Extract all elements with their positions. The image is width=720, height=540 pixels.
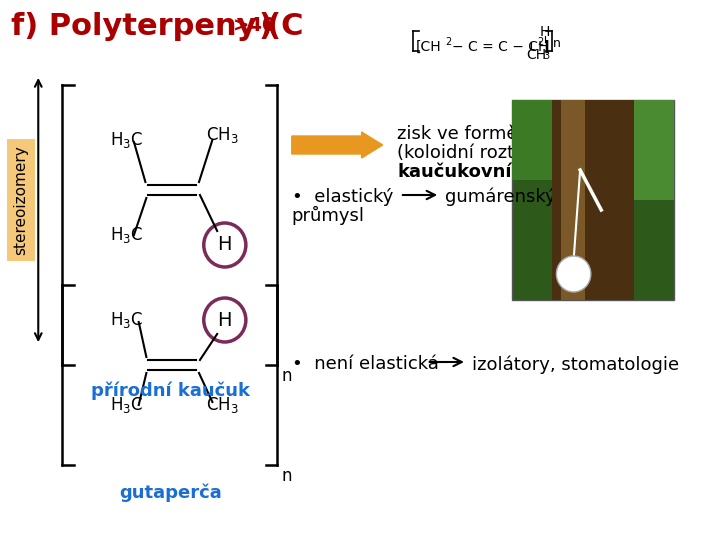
Text: •  není elastická: • není elastická (292, 355, 438, 373)
Text: přírodní kaučuk: přírodní kaučuk (91, 382, 250, 401)
Text: − C = C − CH: − C = C − CH (451, 40, 548, 54)
Text: stereoizomery: stereoizomery (14, 145, 29, 255)
Text: n: n (282, 367, 292, 385)
Text: $\mathsf{CH_3}$: $\mathsf{CH_3}$ (206, 395, 238, 415)
Text: f) Polyterpeny (C: f) Polyterpeny (C (12, 12, 304, 41)
Text: ]: ] (544, 40, 549, 54)
Text: $\mathsf{H_3C}$: $\mathsf{H_3C}$ (110, 395, 143, 415)
Text: •  elastický: • elastický (292, 188, 393, 206)
Text: $\mathsf{H_3C}$: $\mathsf{H_3C}$ (110, 310, 143, 330)
Text: >40: >40 (233, 16, 276, 35)
Text: H: H (217, 310, 232, 329)
Bar (634, 100, 675, 200)
Text: 2: 2 (538, 37, 544, 47)
Text: 3: 3 (544, 51, 549, 61)
Text: n: n (553, 37, 561, 50)
Text: n: n (282, 467, 292, 485)
Text: latexu: latexu (510, 125, 573, 143)
Text: H: H (540, 25, 551, 39)
Text: (koloidní roztok) z mléka: (koloidní roztok) z mléka (397, 144, 618, 162)
Text: zisk ve formě: zisk ve formě (397, 125, 523, 143)
Bar (512, 100, 675, 300)
Text: CH: CH (526, 48, 546, 62)
Text: 2: 2 (445, 37, 451, 47)
Text: $\mathsf{H_3C}$: $\mathsf{H_3C}$ (110, 130, 143, 150)
Text: H: H (217, 235, 232, 254)
Text: ): ) (258, 12, 272, 41)
Text: $\mathsf{CH_3}$: $\mathsf{CH_3}$ (206, 125, 238, 145)
Text: kaučukovníku: kaučukovníku (397, 163, 536, 181)
FancyArrow shape (292, 132, 382, 158)
Text: $\mathsf{H_3C}$: $\mathsf{H_3C}$ (110, 225, 143, 245)
Text: gutaperča: gutaperča (119, 483, 222, 502)
Text: průmysl: průmysl (292, 206, 365, 225)
Circle shape (557, 256, 591, 292)
Text: izolátory, stomatologie: izolátory, stomatologie (472, 355, 679, 374)
Bar (561, 100, 585, 300)
Bar (552, 100, 634, 300)
Text: [CH: [CH (416, 40, 442, 54)
Bar (512, 100, 552, 180)
Text: gumárenský: gumárenský (445, 188, 556, 206)
